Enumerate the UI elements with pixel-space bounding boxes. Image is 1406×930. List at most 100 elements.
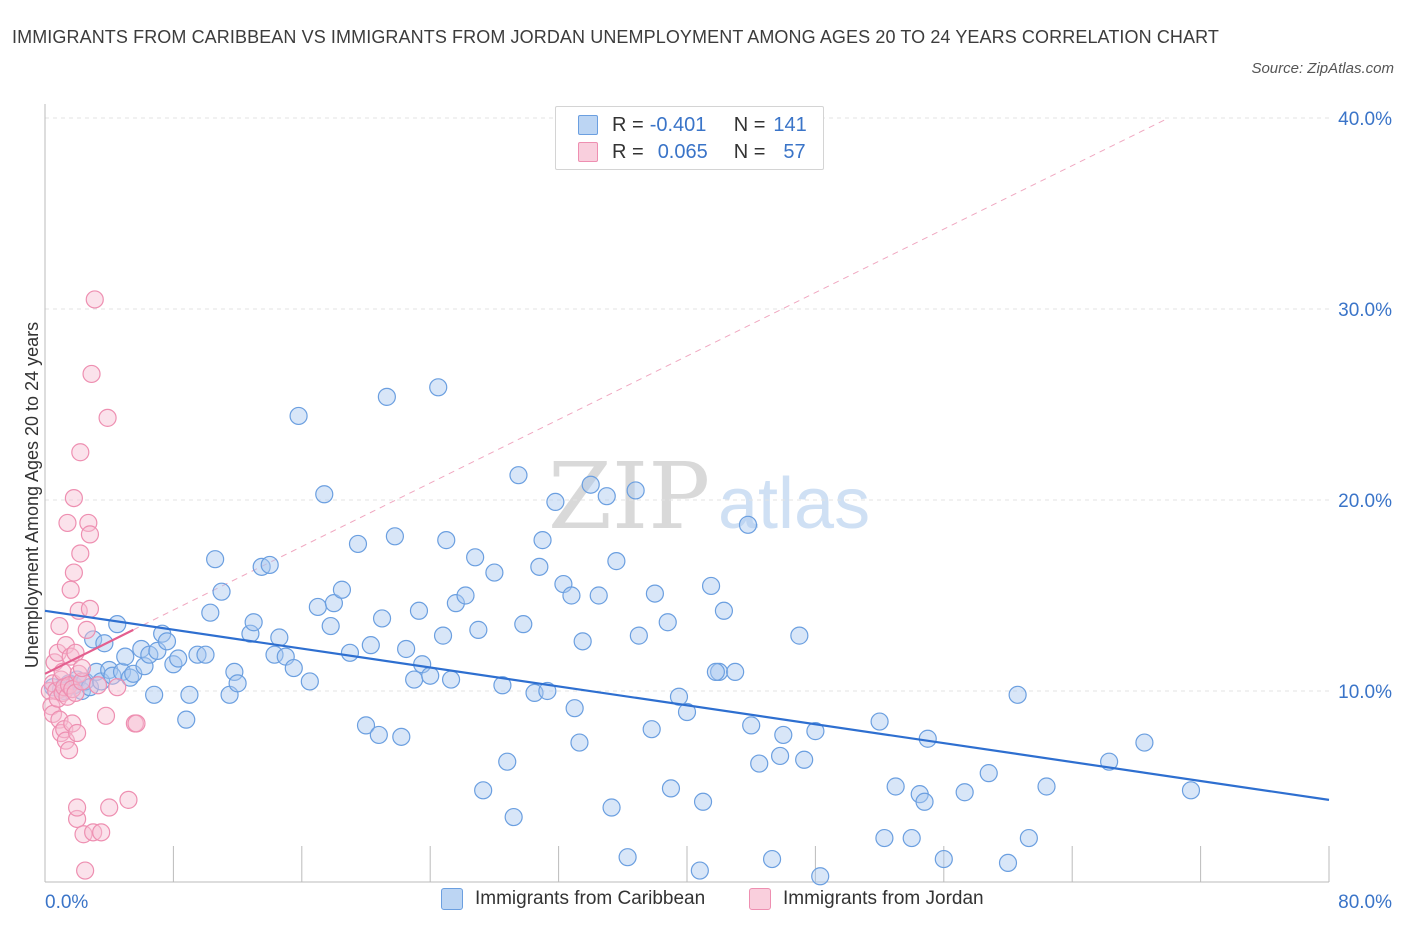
caribbean-point [377, 387, 396, 406]
jordan-point [67, 798, 87, 817]
caribbean-point [308, 597, 327, 617]
caribbean-point [241, 624, 260, 643]
caribbean-point [690, 861, 709, 880]
caribbean-point [324, 594, 343, 613]
caribbean-point [372, 609, 392, 628]
caribbean-point [348, 534, 368, 554]
jordan-point [63, 714, 82, 733]
trend-line-caribbean [44, 609, 1330, 801]
legend-n-value: 141 [773, 113, 807, 136]
caribbean-point [1181, 781, 1201, 800]
caribbean-point [225, 662, 244, 682]
caribbean-point [429, 378, 448, 397]
grid [45, 117, 1329, 692]
caribbean-point [485, 563, 504, 582]
caribbean-point [661, 779, 681, 798]
caribbean-point [228, 674, 247, 693]
watermark-atlas: atlas [718, 464, 870, 544]
caribbean-point [618, 848, 637, 867]
jordan-point [67, 723, 87, 743]
caribbean-point [602, 798, 621, 817]
caribbean-point [244, 613, 263, 632]
jordan-point [66, 683, 85, 703]
y-tick-label: 10.0% [1338, 682, 1392, 703]
jordan-point [72, 658, 92, 678]
jordan-point [59, 741, 79, 760]
caribbean-point [300, 672, 319, 691]
caribbean-point [433, 626, 453, 645]
caribbean-point [714, 601, 734, 620]
jordan-point [61, 580, 80, 599]
caribbean-point [750, 754, 769, 773]
legend-r-label: R = [612, 140, 644, 163]
caribbean-point [1019, 828, 1038, 848]
caribbean-point [446, 594, 465, 613]
series-jordan-points [40, 290, 146, 880]
trend-lines [44, 609, 1330, 801]
caribbean-point [875, 828, 894, 848]
reference-line [133, 117, 1169, 631]
caribbean-point [546, 492, 565, 512]
legend-swatch-jordan [578, 142, 598, 162]
caribbean-point [1037, 777, 1056, 796]
caribbean-point [196, 645, 215, 664]
caribbean-point [201, 603, 220, 622]
caribbean-point [790, 626, 809, 645]
caribbean-point [886, 777, 905, 796]
caribbean-point [955, 783, 974, 802]
caribbean-point [915, 792, 934, 811]
legend-swatch-jordan [749, 888, 771, 910]
caribbean-point [538, 681, 557, 701]
jordan-point [92, 823, 111, 842]
legend-item-jordan[interactable]: Immigrants from Jordan [749, 888, 984, 910]
caribbean-point [589, 586, 608, 605]
caribbean-point [726, 662, 745, 682]
caribbean-point [626, 481, 645, 500]
jordan-point [64, 563, 83, 582]
jordan-point [58, 513, 77, 533]
y-tick-label: 30.0% [1338, 300, 1392, 321]
jordan-point [80, 525, 100, 544]
caribbean-point [321, 616, 340, 636]
series-caribbean-points [43, 378, 1201, 886]
series-legend: Immigrants from Caribbean Immigrants fro… [0, 888, 1406, 916]
caribbean-point [421, 666, 440, 685]
caribbean-point [573, 632, 592, 651]
jordan-point [71, 544, 90, 563]
caribbean-point [533, 531, 552, 550]
caribbean-point [979, 764, 998, 783]
jordan-point [56, 636, 75, 655]
caribbean-point [212, 582, 231, 601]
caribbean-point [474, 781, 493, 800]
caribbean-point [369, 725, 388, 745]
caribbean-point [774, 725, 793, 745]
caribbean-point [206, 550, 225, 569]
jordan-point [76, 861, 95, 880]
jordan-point [98, 408, 117, 427]
caribbean-point [469, 620, 488, 639]
caribbean-point [738, 515, 758, 534]
legend-n-label: N = [733, 113, 766, 136]
legend-item-caribbean[interactable]: Immigrants from Caribbean [441, 888, 705, 910]
caribbean-point [677, 702, 697, 722]
caribbean-point [148, 641, 167, 660]
legend-r-label: R = [612, 113, 644, 136]
caribbean-point [642, 720, 661, 739]
caribbean-point [385, 527, 404, 546]
caribbean-point [811, 867, 830, 886]
jordan-point [96, 706, 116, 725]
legend-label-caribbean: Immigrants from Caribbean [475, 888, 706, 909]
caribbean-point [456, 586, 475, 605]
caribbean-point [437, 531, 456, 550]
caribbean-point [332, 580, 352, 599]
caribbean-point [658, 613, 677, 632]
caribbean-point [135, 657, 154, 676]
caribbean-point [116, 647, 135, 666]
caribbean-point [629, 626, 648, 645]
jordan-point [80, 599, 100, 618]
caribbean-point [607, 552, 626, 571]
caribbean-point [265, 645, 284, 664]
jordan-point [71, 443, 90, 462]
caribbean-point [103, 666, 122, 685]
